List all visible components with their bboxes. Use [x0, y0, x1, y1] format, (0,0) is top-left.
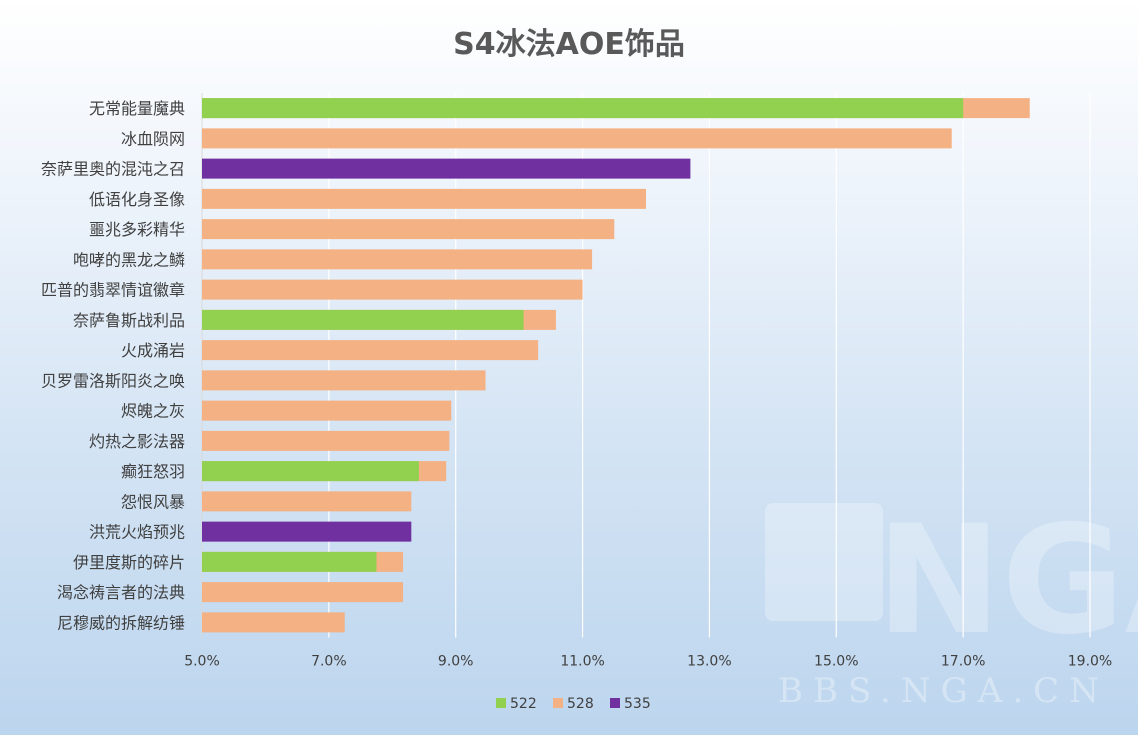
category-label: 怨恨风暴	[121, 492, 185, 511]
category-label: 渴念祷言者的法典	[57, 583, 185, 602]
legend-label-522: 522	[510, 696, 537, 712]
category-label: 尼穆威的拆解纺锤	[57, 613, 185, 632]
bar-528-3	[202, 188, 646, 209]
category-label: 匹普的翡翠情谊徽章	[41, 281, 185, 300]
category-label: 火成涌岩	[121, 341, 185, 360]
chart-title: S4冰法AOE饰品	[453, 27, 685, 62]
category-label: 伊里度斯的碎片	[73, 553, 185, 572]
legend-swatch-522	[496, 698, 506, 708]
bar-528-16	[202, 582, 404, 603]
nga-logo-watermark: NGA	[765, 494, 1138, 668]
bar-535-2	[202, 158, 691, 179]
bar-522-7	[202, 309, 524, 330]
category-label: 咆哮的黑龙之鳞	[73, 250, 185, 269]
legend-swatch-535	[610, 698, 620, 708]
x-tick-label: 11.0%	[560, 654, 604, 670]
category-axis: 无常能量魔典冰血陨网奈萨里奥的混沌之召低语化身圣像噩兆多彩精华咆哮的黑龙之鳞匹普…	[41, 99, 185, 632]
watermark-site-text: BBS.NGA.CN	[778, 671, 1109, 711]
x-tick-label: 7.0%	[311, 654, 347, 670]
category-label: 低语化身圣像	[89, 190, 185, 209]
category-label: 烬魄之灰	[121, 402, 185, 421]
category-label: 冰血陨网	[121, 129, 185, 148]
bar-528-13	[202, 491, 412, 512]
bar-522-15	[202, 551, 377, 572]
watermark-logo-text: NGA	[876, 494, 1138, 668]
x-tick-label: 15.0%	[814, 654, 858, 670]
bar-528-6	[202, 279, 583, 300]
legend-label-535: 535	[624, 696, 651, 712]
bar-528-1	[202, 128, 952, 149]
bar-528-4	[202, 219, 615, 240]
category-label: 无常能量魔典	[89, 99, 185, 118]
x-tick-label: 13.0%	[687, 654, 731, 670]
x-tick-label: 19.0%	[1068, 654, 1112, 670]
category-label: 贝罗雷洛斯阳炎之唤	[41, 371, 185, 390]
paw-badge-shape	[765, 503, 883, 621]
legend-label-528: 528	[567, 696, 594, 712]
bar-522-12	[202, 461, 419, 482]
bar-528-11	[202, 430, 450, 451]
bar-528-17	[202, 612, 345, 633]
category-label: 灼热之影法器	[89, 432, 185, 451]
legend: 522 528 535	[496, 696, 651, 712]
category-label: 奈萨鲁斯战利品	[73, 311, 185, 330]
category-label: 癫狂怒羽	[121, 462, 185, 481]
category-label: 奈萨里奥的混沌之召	[41, 160, 185, 179]
value-axis: 5.0% 7.0% 9.0% 11.0% 13.0% 15.0% 17.0% 19.0%	[184, 654, 1112, 670]
bar-528-10	[202, 400, 452, 421]
gridlines	[201, 93, 1091, 638]
bar-535-14	[202, 521, 412, 542]
x-tick-label: 9.0%	[438, 654, 474, 670]
bar-528-8	[202, 340, 539, 361]
legend-swatch-528	[553, 698, 563, 708]
category-label: 洪荒火焰预兆	[89, 523, 185, 542]
bar-522-0	[202, 98, 964, 119]
bar-528-9	[202, 370, 486, 391]
bars	[202, 98, 1030, 633]
watermark: NGABBS.NGA.CN	[765, 494, 1138, 711]
x-tick-label: 5.0%	[184, 654, 220, 670]
bar-528-5	[202, 249, 593, 270]
x-tick-label: 17.0%	[941, 654, 985, 670]
category-label: 噩兆多彩精华	[89, 220, 185, 239]
